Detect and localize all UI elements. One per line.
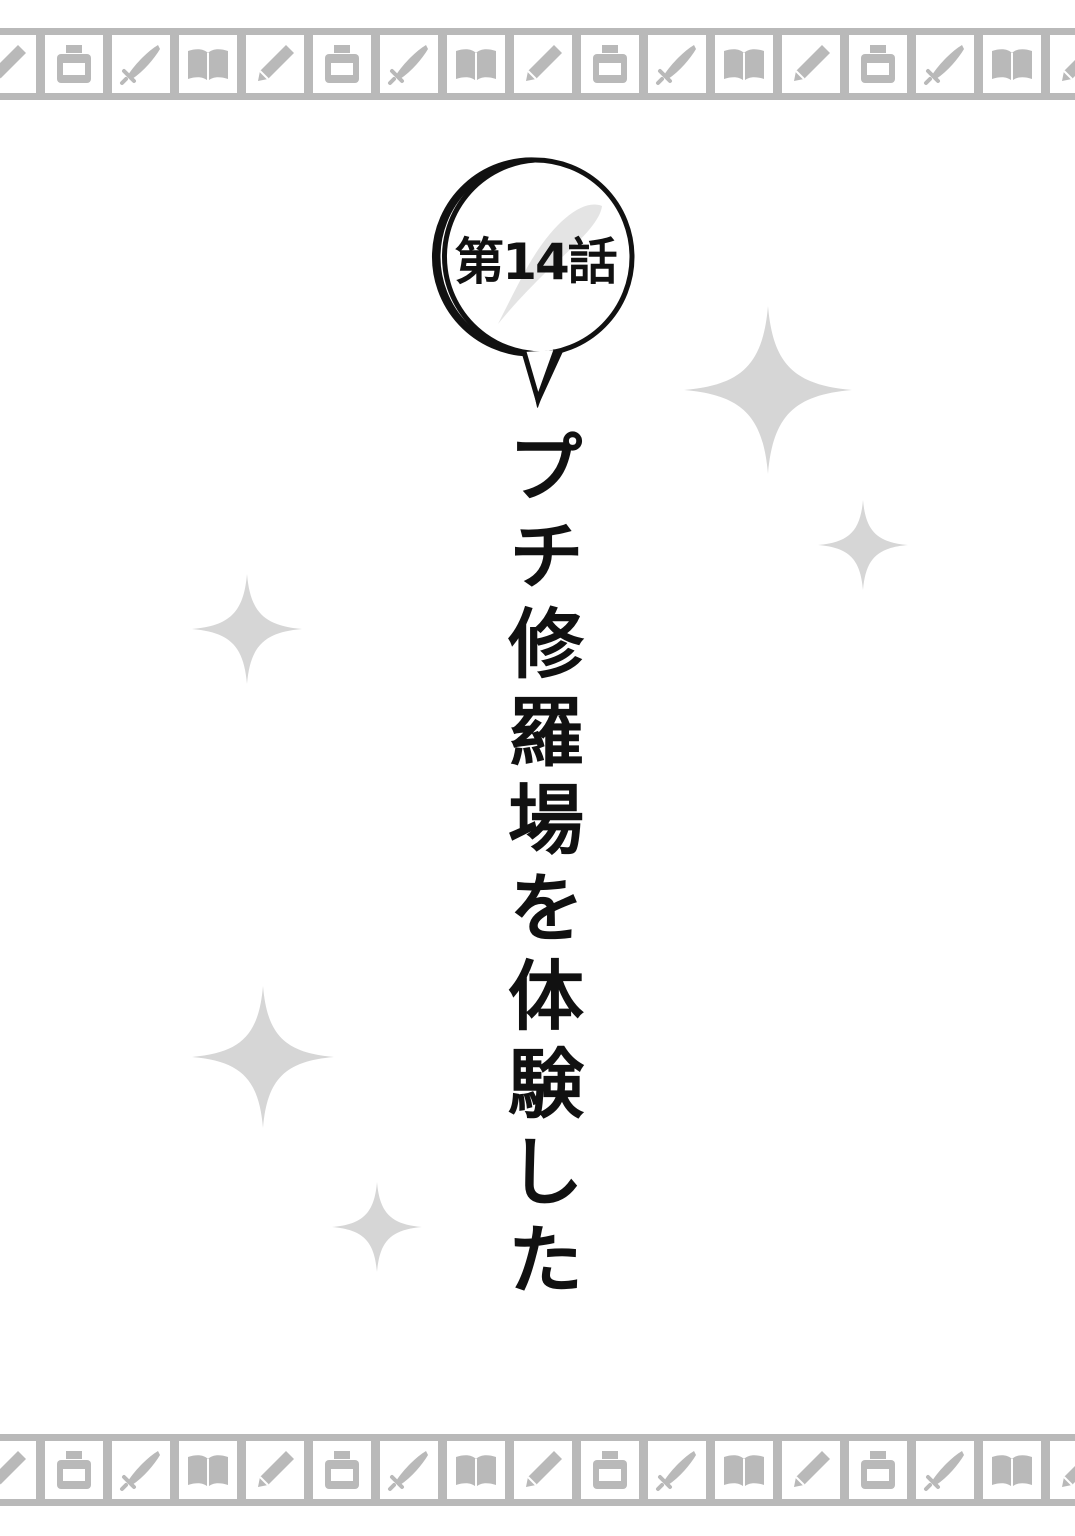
sword-icon (386, 1447, 432, 1493)
bubble-tail (521, 349, 559, 409)
border-tile (0, 35, 36, 93)
border-tile (514, 35, 572, 93)
pencil-icon (0, 1447, 30, 1493)
ink-bottle-icon (319, 1447, 365, 1493)
book-icon (185, 41, 231, 87)
border-tile (246, 1441, 304, 1499)
sparkle-icon (818, 500, 908, 590)
pencil-icon (1056, 41, 1075, 87)
border-tile (313, 1441, 371, 1499)
border-tile (313, 35, 371, 93)
border-tile (849, 1441, 907, 1499)
sword-icon (118, 41, 164, 87)
book-icon (989, 41, 1035, 87)
border-tile (0, 1441, 36, 1499)
pencil-icon (788, 1447, 834, 1493)
border-tile (179, 35, 237, 93)
pencil-icon (788, 41, 834, 87)
book-icon (453, 1447, 499, 1493)
sword-icon (654, 41, 700, 87)
sword-icon (386, 41, 432, 87)
border-tile (45, 35, 103, 93)
border-tile (916, 1441, 974, 1499)
book-icon (185, 1447, 231, 1493)
ink-bottle-icon (587, 41, 633, 87)
border-tile (648, 35, 706, 93)
speech-bubble-shape (432, 157, 635, 409)
pencil-icon (1056, 1447, 1075, 1493)
sparkle-icon (192, 986, 334, 1128)
sparkle-icon (192, 574, 302, 684)
border-tile (179, 1441, 237, 1499)
border-tile (1050, 1441, 1075, 1499)
border-tile (514, 1441, 572, 1499)
sword-icon (922, 41, 968, 87)
chapter-number-label: 第14話 (454, 233, 618, 291)
sparkle-icon (332, 1182, 422, 1272)
border-tile (849, 35, 907, 93)
border-tile (380, 1441, 438, 1499)
ink-bottle-icon (319, 41, 365, 87)
book-icon (721, 1447, 767, 1493)
ink-bottle-icon (587, 1447, 633, 1493)
pencil-icon (0, 41, 30, 87)
border-tile (447, 1441, 505, 1499)
pencil-icon (252, 41, 298, 87)
pencil-icon (520, 41, 566, 87)
border-tile (380, 35, 438, 93)
border-tile (45, 1441, 103, 1499)
book-icon (453, 41, 499, 87)
chapter-speech-bubble: 第14話 (432, 154, 638, 409)
border-tile (782, 35, 840, 93)
pencil-icon (520, 1447, 566, 1493)
border-tile (112, 1441, 170, 1499)
border-tile (983, 35, 1041, 93)
sword-icon (922, 1447, 968, 1493)
chapter-title: プチ修羅場を体験した (495, 428, 584, 1308)
border-tile (782, 1441, 840, 1499)
border-tile (447, 35, 505, 93)
book-icon (989, 1447, 1035, 1493)
border-tile (246, 35, 304, 93)
sword-icon (118, 1447, 164, 1493)
ink-bottle-icon (855, 41, 901, 87)
sparkle-icon (684, 306, 852, 474)
border-tile (983, 1441, 1041, 1499)
ink-bottle-icon (51, 41, 97, 87)
border-tile (715, 35, 773, 93)
ink-bottle-icon (855, 1447, 901, 1493)
book-icon (721, 41, 767, 87)
quill-icon (498, 204, 602, 324)
pencil-icon (252, 1447, 298, 1493)
border-tile (112, 35, 170, 93)
sword-icon (654, 1447, 700, 1493)
bottom-border-strip (0, 1434, 1075, 1506)
top-border-strip (0, 28, 1075, 100)
border-tile (715, 1441, 773, 1499)
border-tile (916, 35, 974, 93)
border-tile (581, 1441, 639, 1499)
ink-bottle-icon (51, 1447, 97, 1493)
border-tile (581, 35, 639, 93)
border-tile (648, 1441, 706, 1499)
border-tile (1050, 35, 1075, 93)
